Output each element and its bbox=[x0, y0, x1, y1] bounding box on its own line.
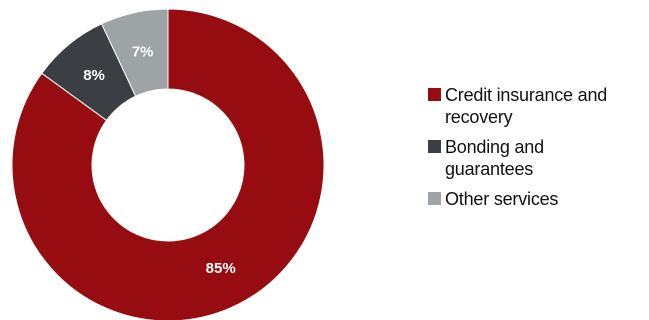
legend-label-bonding-guarantees: Bonding and guarantees bbox=[445, 137, 544, 179]
legend-item-credit-insurance: Credit insurance and recovery bbox=[428, 84, 643, 128]
slice-label-other-services: 7% bbox=[132, 43, 154, 60]
slice-credit-insurance bbox=[11, 8, 325, 320]
legend-item-bonding-guarantees: Bonding and guarantees bbox=[428, 136, 643, 180]
slice-label-credit-insurance: 85% bbox=[206, 260, 236, 277]
legend-label-other-services: Other services bbox=[445, 189, 559, 209]
chart-legend: Credit insurance and recovery Bonding an… bbox=[428, 84, 643, 218]
legend-swatch-bonding-guarantees bbox=[428, 140, 441, 153]
legend-swatch-credit-insurance bbox=[428, 88, 441, 101]
slice-label-bonding-guarantees: 8% bbox=[83, 67, 105, 84]
donut-chart: 85% 8% 7% bbox=[11, 8, 325, 320]
donut-slices bbox=[11, 8, 325, 320]
slice-labels: 85% 8% 7% bbox=[83, 43, 235, 277]
slice-other-services bbox=[100, 8, 169, 97]
legend-item-other-services: Other services bbox=[428, 188, 643, 210]
legend-swatch-other-services bbox=[428, 192, 441, 205]
legend-label-credit-insurance: Credit insurance and recovery bbox=[445, 85, 608, 127]
